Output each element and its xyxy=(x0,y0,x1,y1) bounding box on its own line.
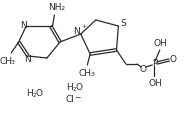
Text: −: − xyxy=(74,94,80,102)
Text: O: O xyxy=(36,90,43,98)
Text: NH₂: NH₂ xyxy=(48,4,65,13)
Text: S: S xyxy=(120,20,126,28)
Text: O: O xyxy=(169,56,177,64)
Text: 3: 3 xyxy=(10,60,14,64)
Text: P: P xyxy=(152,58,158,68)
Text: O: O xyxy=(75,84,82,92)
Text: H: H xyxy=(27,90,33,98)
Text: OH: OH xyxy=(148,78,162,88)
Text: 2: 2 xyxy=(33,93,36,98)
Text: OH: OH xyxy=(154,38,168,48)
Text: H: H xyxy=(66,84,73,92)
Text: N: N xyxy=(74,26,80,36)
Text: CH: CH xyxy=(79,68,92,78)
Text: N: N xyxy=(20,22,27,30)
Text: O: O xyxy=(139,66,146,74)
Text: 3: 3 xyxy=(90,72,94,76)
Text: N: N xyxy=(24,54,30,64)
Text: Cl: Cl xyxy=(65,96,74,104)
Text: +: + xyxy=(81,24,86,29)
Text: CH: CH xyxy=(0,56,12,66)
Text: 2: 2 xyxy=(72,87,76,92)
